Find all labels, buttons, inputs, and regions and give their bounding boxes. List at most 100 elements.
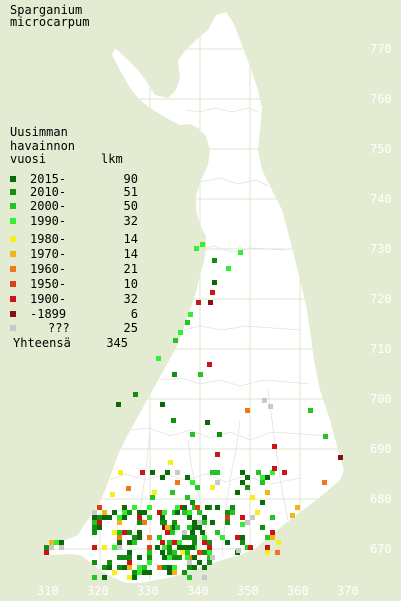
legend-year-label: ??? [48,321,70,335]
legend-heading-year: vuosi [10,152,47,166]
observation-square [182,510,187,515]
observation-square [180,550,185,555]
observation-square [122,555,127,560]
observation-square [147,515,152,520]
legend-count: 50 [123,199,138,213]
observation-square [160,550,165,555]
observation-square [245,545,250,550]
observation-square [132,505,137,510]
observation-square [132,540,137,545]
legend-swatch [10,189,16,195]
observation-square [187,515,192,520]
observation-square [270,535,275,540]
observation-square [185,545,190,550]
legend-year-label: 1960- [30,262,67,276]
legend-year-label: 1900- [30,292,67,306]
y-axis-label: 690 [370,442,392,456]
observation-square [207,560,212,565]
observation-square [192,555,197,560]
observation-square [137,515,142,520]
observation-square [268,404,273,409]
observation-square [150,470,155,475]
observation-square [220,535,225,540]
observation-square [225,540,230,545]
observation-square [127,555,132,560]
observation-square [167,565,172,570]
legend-swatch [10,236,16,242]
observation-square [197,510,202,515]
observation-square [92,525,97,530]
observation-square [117,555,122,560]
legend-count: 6 [130,307,138,321]
observation-square [172,372,177,377]
observation-square [240,540,245,545]
observation-square [272,444,277,449]
observation-square [182,545,187,550]
observation-square [190,530,195,535]
observation-square [132,535,137,540]
observation-square [196,300,201,305]
observation-square [167,540,172,545]
observation-square [322,480,327,485]
observation-square [117,530,122,535]
legend-count: 14 [123,232,138,246]
observation-square [200,530,205,535]
observation-square [207,362,212,367]
observation-square [215,530,220,535]
observation-square [137,570,142,575]
observation-square [137,535,142,540]
observation-square [187,535,192,540]
legend-year-label: 2015- [30,172,67,186]
observation-square [127,510,132,515]
observation-square [197,550,202,555]
x-axis-label: 360 [287,584,309,598]
observation-square [165,470,170,475]
legend-year-label: 2010- [30,185,67,199]
observation-square [170,530,175,535]
observation-square [92,520,97,525]
observation-square [147,535,152,540]
observation-square [185,550,190,555]
observation-square [132,575,137,580]
observation-square [170,490,175,495]
observation-square [192,535,197,540]
observation-square [137,555,142,560]
observation-square [112,530,117,535]
observation-square [202,515,207,520]
legend-swatch [10,203,16,209]
observation-square [245,485,250,490]
observation-square [155,545,160,550]
legend-count: 51 [123,185,138,199]
observation-square [150,495,155,500]
observation-square [187,565,192,570]
y-axis-label: 740 [370,192,392,206]
observation-square [250,515,255,520]
legend-total-count: 345 [106,336,128,350]
observation-square [215,470,220,475]
legend-count: 25 [123,321,138,335]
observation-square [97,515,102,520]
observation-square [192,505,197,510]
observation-square [117,565,122,570]
legend-count: 32 [123,214,138,228]
observation-square [162,555,167,560]
observation-square [175,525,180,530]
observation-square [168,460,173,465]
observation-square [217,432,222,437]
observation-square [323,434,328,439]
observation-square [210,555,215,560]
y-axis-label: 700 [370,392,392,406]
observation-square [265,550,270,555]
region-borders [109,107,331,561]
legend-year-label: 2000- [30,199,67,213]
observation-square [167,550,172,555]
observation-square [210,470,215,475]
observation-square [127,530,132,535]
observation-square [182,530,187,535]
observation-square [59,545,64,550]
observation-square [142,570,147,575]
observation-square [152,490,157,495]
observation-square [160,520,165,525]
observation-square [225,520,230,525]
observation-square [262,398,267,403]
